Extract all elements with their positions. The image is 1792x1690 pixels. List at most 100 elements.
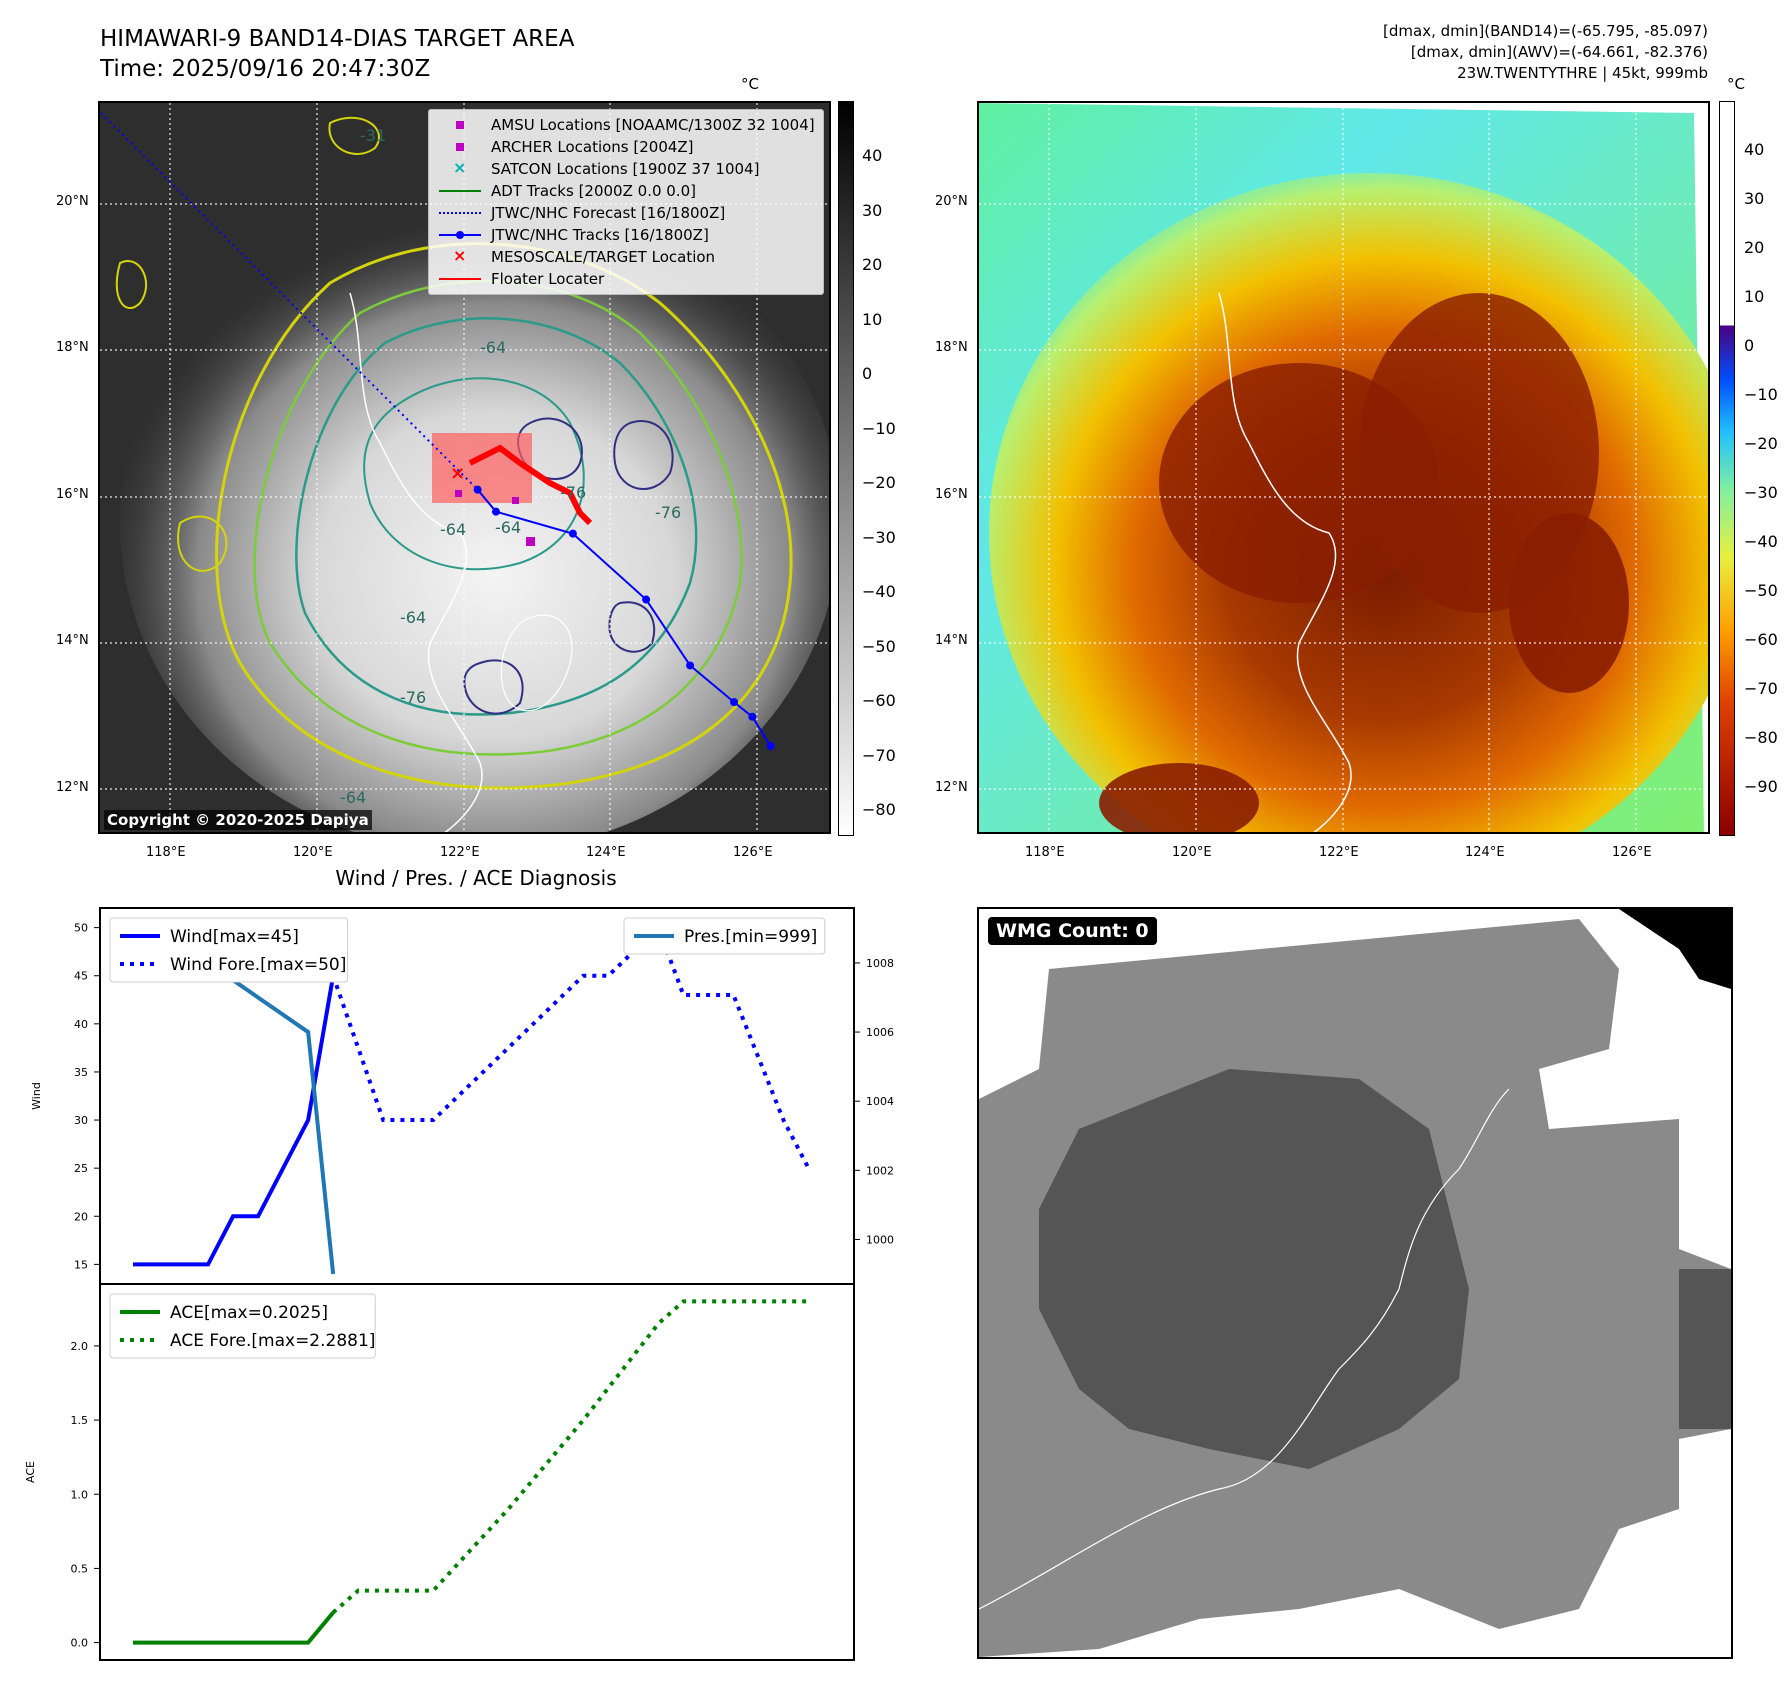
contour-navy-3 — [463, 659, 524, 715]
colorbar-tick-label: −10 — [862, 418, 896, 438]
legend-entry: JTWC/NHC Forecast [16/1800Z] — [437, 202, 815, 224]
awv-map-panel — [977, 101, 1710, 834]
colorbar-tick-label: −20 — [1744, 434, 1778, 453]
target-area-box — [432, 433, 532, 503]
legend-symbol-icon — [437, 180, 483, 202]
legend-label: Floater Locater — [491, 270, 605, 288]
ace-axis-label: ACE — [24, 1461, 37, 1483]
colorbar-tick-label: 0 — [862, 364, 873, 383]
y-tick-label: 30 — [74, 1114, 88, 1127]
y-tick-label: 15 — [74, 1258, 88, 1271]
legend-entry: ADT Tracks [2000Z 0.0 0.0] — [437, 180, 815, 202]
legend-label: JTWC/NHC Tracks [16/1800Z] — [491, 226, 709, 244]
chart-legend-label: ACE[max=0.2025] — [170, 1303, 328, 1323]
track-point — [730, 698, 739, 707]
legend-symbol-icon: × — [453, 158, 467, 177]
y-tick-label: 1.5 — [71, 1414, 89, 1427]
colorbar-tick-label: −30 — [1744, 483, 1778, 502]
wmg-count-badge: WMG Count: 0 — [988, 917, 1157, 945]
legend-entry: Floater Locater — [437, 268, 815, 290]
contour-yellow-west — [115, 260, 147, 309]
legend-label: ADT Tracks [2000Z 0.0 0.0] — [491, 182, 696, 200]
contour-label: -64 — [440, 520, 466, 539]
latlon-label: 120°E — [293, 845, 333, 860]
coastline-luzon — [349, 292, 483, 832]
contour-label: -76 — [560, 483, 586, 502]
y-tick-label: 0.0 — [71, 1637, 89, 1650]
legend-label: MESOSCALE/TARGET Location — [491, 248, 716, 266]
coastline-island — [500, 614, 573, 712]
legend-label: ARCHER Locations [2004Z] — [491, 138, 694, 156]
latlon-label: 14°N — [56, 633, 89, 648]
info-band14: [dmax, dmin](BAND14)=(-65.795, -85.097) — [1383, 22, 1708, 40]
contour-teal-inner — [363, 377, 585, 571]
copyright-text: Copyright © 2020-2025 Dapiya — [104, 810, 372, 830]
colorbar-tick-label: 0 — [1744, 336, 1755, 355]
y2-tick-label: 1008 — [866, 957, 894, 970]
pressure-legend: Pres.[min=999] — [623, 917, 826, 955]
ir-map-panel: × -64 -64 -76 -31 -64 -76 -64 -76 -64 AMSU Locat… — [98, 101, 831, 834]
info-storm: 23W.TWENTYTHRE | 45kt, 999mb — [1457, 64, 1708, 82]
contour-navy-4 — [608, 601, 656, 653]
colorbar-tick-label: −70 — [862, 745, 896, 765]
latlon-label: 16°N — [935, 487, 968, 502]
colorbar-tick-label: 20 — [1744, 238, 1765, 257]
y-tick-label: 25 — [74, 1162, 88, 1175]
colorbar-tick-label: 30 — [862, 200, 883, 220]
colorbar-tick-label: 10 — [1744, 287, 1765, 306]
wind-series-line — [133, 975, 336, 1267]
colorbar-tick-label: −60 — [1744, 630, 1778, 649]
legend-symbol-icon — [437, 268, 483, 290]
colorbar-tick-label: −40 — [862, 582, 896, 601]
y-tick-label: 0.5 — [71, 1562, 89, 1575]
colorbar-tick-label: −50 — [862, 636, 896, 656]
colorbar-left — [838, 101, 854, 836]
contour-yellow-north — [328, 116, 380, 155]
jtwc-track-group — [100, 110, 775, 751]
info-awv: [dmax, dmin](AWV)=(-64.661, -82.376) — [1410, 43, 1708, 61]
diagnosis-title: Wind / Pres. / ACE Diagnosis — [335, 866, 617, 890]
colorbar-tick-label: −80 — [862, 800, 896, 819]
contour-label: -64 — [495, 518, 521, 537]
latlon-label: 20°N — [935, 194, 968, 209]
track-point — [473, 485, 482, 494]
track-point — [748, 712, 757, 721]
archer-marker-2 — [526, 537, 535, 546]
figure-title: HIMAWARI-9 BAND14-DIAS TARGET AREA — [100, 26, 575, 52]
track-point — [642, 595, 651, 604]
colorbar-tick-label: −80 — [1744, 728, 1778, 747]
colorbar-right — [1719, 101, 1735, 836]
latlon-label: 16°N — [56, 487, 89, 502]
map-legend: AMSU Locations [NOAAMC/1300Z 32 1004] ARC… — [428, 109, 824, 295]
y-tick-label: 40 — [74, 1018, 88, 1031]
colorbar-tick-label: 40 — [862, 146, 883, 165]
contour-label: -31 — [360, 126, 386, 145]
ace-axes — [99, 1283, 855, 1661]
colorbar-tick-label: 40 — [1744, 140, 1765, 159]
legend-symbol-icon — [437, 202, 483, 224]
ace-legend: ACE[max=0.2025] ACE Fore.[max=2.2881] — [109, 1293, 376, 1359]
latlon-label: 118°E — [1025, 845, 1065, 860]
track-point — [766, 742, 775, 751]
ace-forecast-series-line — [331, 1299, 809, 1615]
y-tick-label: 45 — [74, 970, 88, 983]
latlon-label: 12°N — [56, 780, 89, 795]
diagnosis-chart-svg: 15 20 25 30 35 40 45 50 1000 1002 1004 1006 1008 0.0 0… — [24, 907, 894, 1661]
colorbar-tick-label: −60 — [862, 691, 896, 710]
track-point — [686, 661, 695, 670]
colorbar-unit-right: °C — [1727, 75, 1745, 93]
legend-entry: ARCHER Locations [2004Z] — [437, 136, 815, 158]
y2-tick-label: 1002 — [866, 1164, 894, 1177]
contour-navy-1 — [613, 420, 674, 490]
contour-teal — [295, 317, 698, 716]
track-point — [491, 507, 500, 516]
legend-entry: × SATCON Locations [1900Z 37 1004] — [437, 158, 815, 180]
archer-marker — [512, 497, 519, 504]
legend-symbol-icon — [437, 114, 483, 136]
latlon-label: 18°N — [56, 340, 89, 355]
chart-legend-label: Wind Fore.[max=50] — [170, 955, 346, 975]
awv-coastline — [1218, 292, 1352, 832]
legend-label: JTWC/NHC Forecast [16/1800Z] — [491, 204, 726, 222]
latlon-label: 122°E — [1319, 845, 1359, 860]
wind-axis-label: Wind — [30, 1082, 43, 1110]
